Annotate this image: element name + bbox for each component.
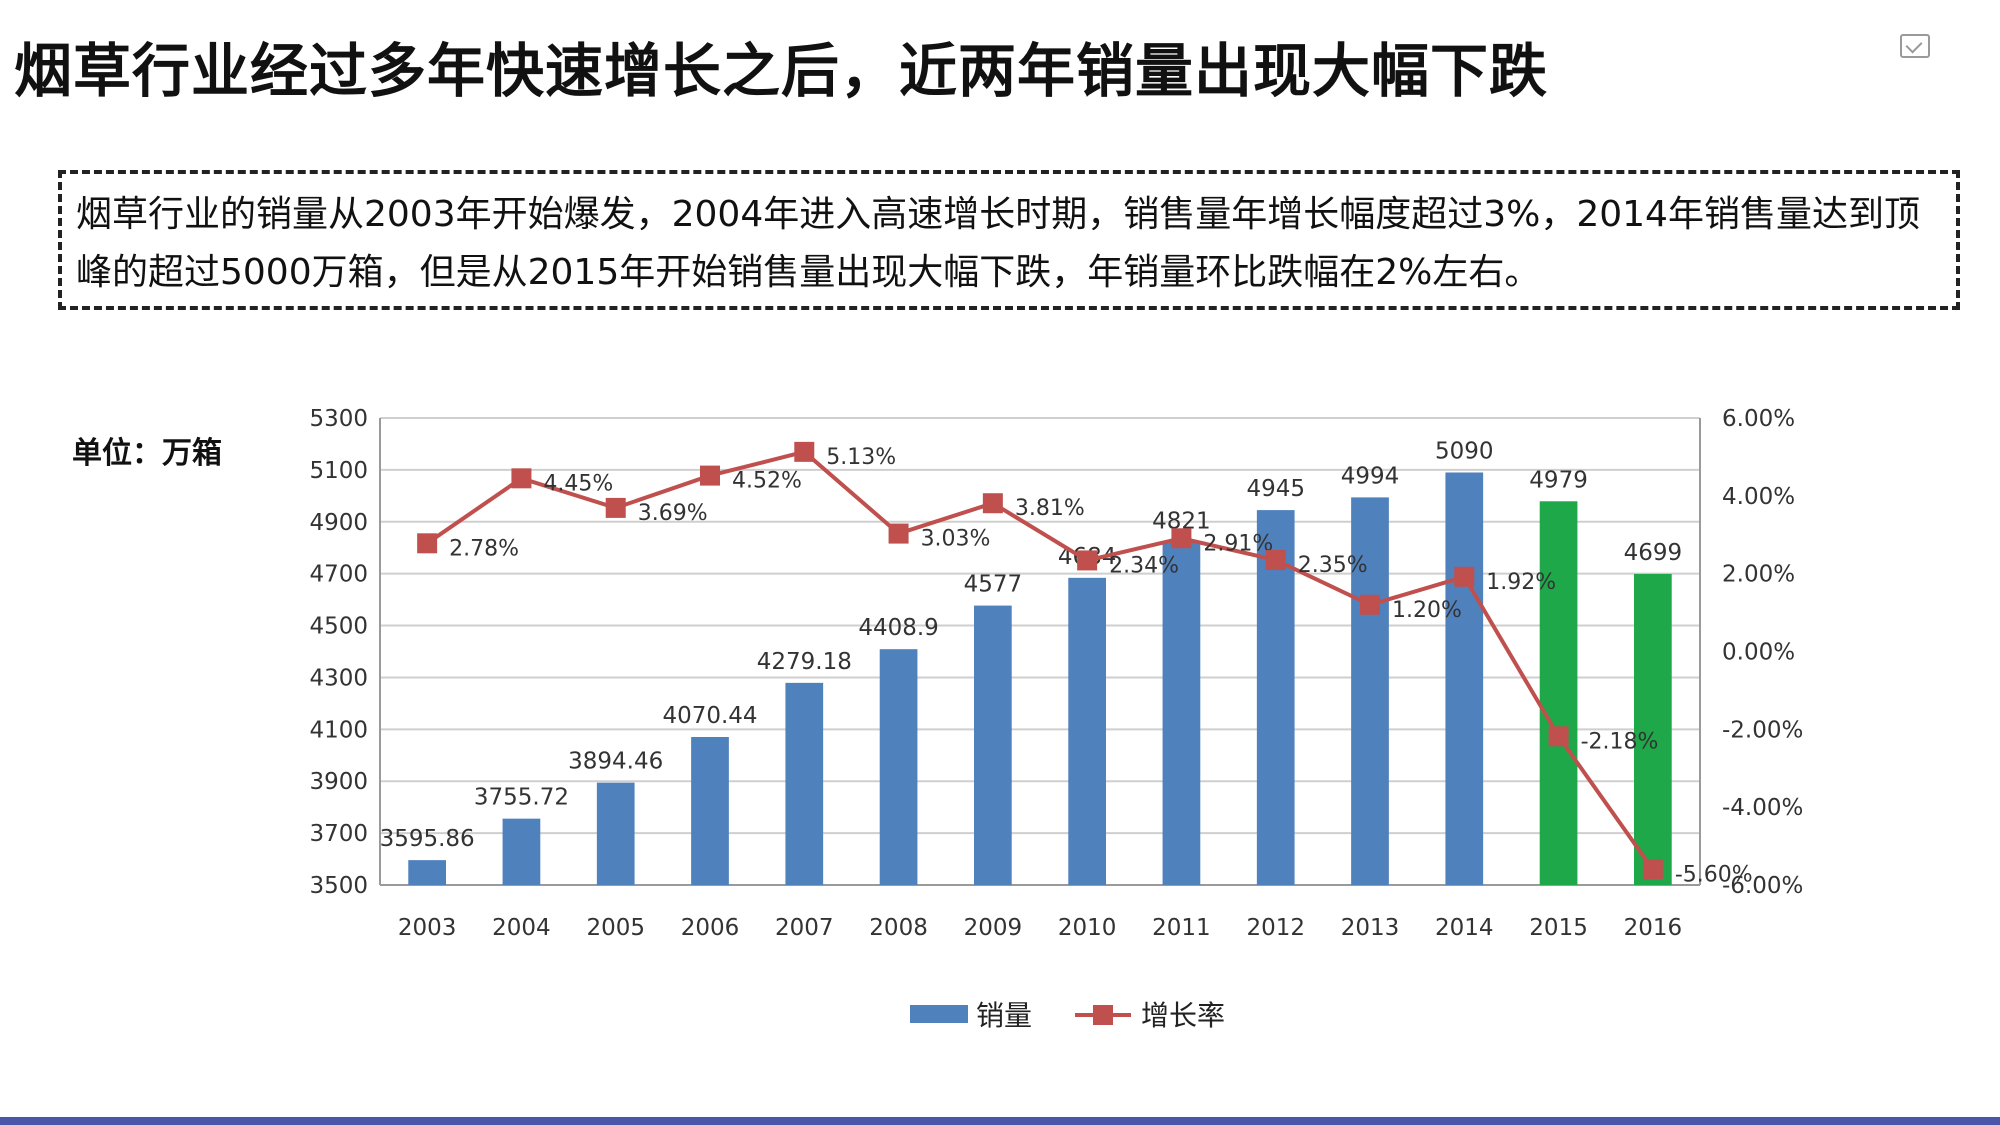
growth-value-label: 3.69% <box>638 501 708 526</box>
bar-value-label: 4070.44 <box>662 703 757 729</box>
growth-point <box>1265 550 1286 571</box>
sales-bar <box>1351 497 1389 885</box>
growth-value-label: 4.45% <box>543 471 613 496</box>
y-right-tick-label: -4.00% <box>1722 795 1803 821</box>
growth-point <box>1548 726 1569 747</box>
x-tick-label: 2009 <box>964 915 1023 941</box>
sales-bar <box>785 682 824 885</box>
growth-point <box>794 441 815 462</box>
y-left-tick-label: 3700 <box>309 821 368 847</box>
bar-value-label: 4577 <box>964 572 1023 598</box>
x-tick-label: 2007 <box>775 915 834 941</box>
y-right-tick-label: 0.00% <box>1722 640 1795 666</box>
growth-point <box>511 468 532 489</box>
y-right-tick-label: -6.00% <box>1722 873 1803 899</box>
growth-value-label: 1.20% <box>1392 598 1462 623</box>
summary-text: 烟草行业的销量从2003年开始爆发，2004年进入高速增长时期，销售量年增长幅度… <box>76 194 1920 293</box>
growth-value-label: 4.52% <box>732 469 802 494</box>
bar-value-label: 4408.9 <box>858 615 938 641</box>
page-title: 烟草行业经过多年快速增长之后，近两年销量出现大幅下跌 <box>14 37 1549 105</box>
bar-value-label: 4279.18 <box>757 649 852 675</box>
sales-bar <box>502 818 541 885</box>
growth-value-label: 1.92% <box>1486 570 1556 595</box>
y-left-tick-label: 4300 <box>309 665 368 691</box>
source-logo <box>1900 34 1930 58</box>
x-tick-label: 2010 <box>1058 915 1117 941</box>
growth-value-label: 2.35% <box>1298 553 1368 578</box>
growth-value-label: -2.18% <box>1581 729 1659 754</box>
y-left-tick-label: 4500 <box>309 614 368 640</box>
bar-value-label: 3595.86 <box>380 826 475 852</box>
growth-point <box>1077 550 1098 571</box>
growth-rate-line <box>426 449 1655 871</box>
bar-value-label: 4994 <box>1341 463 1400 489</box>
sales-bar <box>1445 472 1484 885</box>
x-tick-label: 2014 <box>1435 915 1494 941</box>
bar-value-label: 4699 <box>1624 540 1683 566</box>
growth-point <box>1360 594 1380 615</box>
sales-bar <box>1634 573 1672 885</box>
x-tick-label: 2003 <box>398 915 457 941</box>
growth-value-label: 3.81% <box>1015 496 1085 521</box>
growth-point <box>605 497 626 518</box>
growth-point <box>700 465 720 486</box>
bar-value-label: 5090 <box>1435 438 1494 464</box>
sales-bar <box>879 649 918 885</box>
growth-value-label: 2.78% <box>449 536 519 561</box>
unit-label: 单位：万箱 <box>72 436 222 471</box>
sales-bar <box>974 605 1012 885</box>
y-left-tick-label: 4700 <box>309 562 368 588</box>
sales-bar <box>1162 542 1201 885</box>
growth-value-label: 2.34% <box>1109 553 1179 578</box>
growth-value-label: 5.13% <box>826 445 896 470</box>
x-tick-label: 2006 <box>681 915 740 941</box>
x-tick-label: 2016 <box>1624 915 1683 941</box>
x-tick-label: 2013 <box>1341 915 1400 941</box>
growth-point <box>888 523 909 544</box>
x-tick-label: 2011 <box>1152 915 1211 941</box>
legend-sales-label: 销量 <box>976 999 1032 1032</box>
sales-bar <box>596 782 635 885</box>
growth-value-label: 3.03% <box>921 527 991 552</box>
sales-growth-chart: 3500 3700 3900 4100 4300 4500 4700 4900 5100 5300… <box>309 406 1803 1032</box>
y-left-tick-label: 5300 <box>309 406 368 432</box>
sales-bar <box>1539 501 1578 885</box>
y-left-tick-label: 4100 <box>309 717 368 743</box>
growth-point <box>1454 566 1475 587</box>
y-left-tick-label: 4900 <box>309 510 368 536</box>
x-tick-label: 2005 <box>586 915 645 941</box>
bar-value-label: 4945 <box>1246 476 1305 502</box>
x-tick-label: 2004 <box>492 915 551 941</box>
x-tick-label: 2012 <box>1246 915 1305 941</box>
summary-box: 烟草行业的销量从2003年开始爆发，2004年进入高速增长时期，销售量年增长幅度… <box>58 170 1960 310</box>
legend-growth-label: 增长率 <box>1141 999 1225 1032</box>
bar-value-label: 3894.46 <box>568 749 663 775</box>
growth-value-label: -5.60% <box>1675 862 1753 887</box>
growth-point <box>1642 859 1663 880</box>
y-left-tick-label: 3900 <box>309 769 368 795</box>
sales-bar <box>1256 510 1295 885</box>
x-tick-label: 2008 <box>869 915 928 941</box>
y-left-tick-label: 3500 <box>309 873 368 899</box>
bar-value-label: 3755.72 <box>474 785 569 811</box>
growth-point <box>982 493 1003 514</box>
legend-bar-swatch <box>910 1005 968 1023</box>
legend-line-marker <box>1093 1005 1113 1025</box>
bottom-accent-bar <box>0 1117 2000 1125</box>
growth-point <box>417 533 438 554</box>
y-left-tick-label: 5100 <box>309 458 368 484</box>
y-right-tick-label: 4.00% <box>1722 484 1795 510</box>
x-tick-label: 2015 <box>1529 915 1588 941</box>
growth-value-label: 2.91% <box>1203 531 1273 556</box>
logo-icon <box>1900 34 1930 58</box>
sales-bar <box>408 860 446 885</box>
growth-point <box>1171 528 1192 549</box>
sales-bar <box>1068 577 1106 885</box>
bar-value-label: 4979 <box>1529 467 1588 493</box>
sales-bar <box>691 737 729 885</box>
y-right-tick-label: 6.00% <box>1722 406 1795 432</box>
y-right-tick-label: 2.00% <box>1722 562 1795 588</box>
y-right-tick-label: -2.00% <box>1722 717 1803 743</box>
